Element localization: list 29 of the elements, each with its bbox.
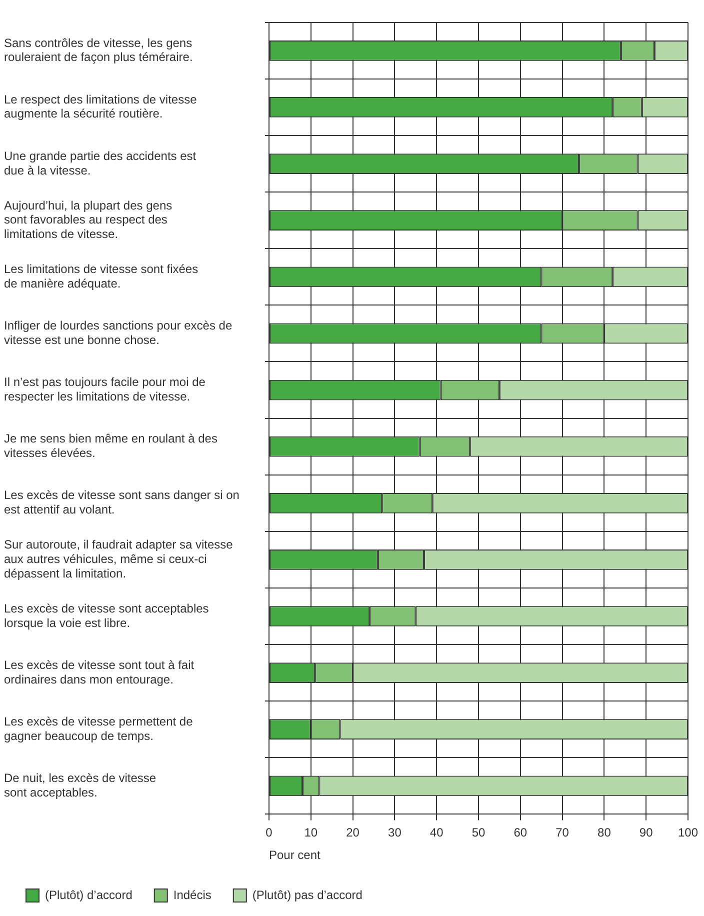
x-tick-label: 50 <box>472 826 486 840</box>
y-tick-label: Les excès de vitesse sont tout à fait ordinaires dans mon entourage. <box>4 658 195 686</box>
y-tick-label: Les excès de vitesse permettent de gagner beaucoup de temps. <box>4 714 194 743</box>
y-tick-label: Sur autoroute, il faudrait adapter sa vitesse aux autres véhicules, même si ceux-ci dépassent la limitation. <box>4 538 234 580</box>
y-tick-label: Les excès de vitesse sont acceptables lorsque la voie est libre. <box>4 601 209 630</box>
x-tick-label: 80 <box>598 826 612 840</box>
y-tick-label: Il n’est pas toujours facile pour moi de respecter les limitations de vitesse. <box>4 375 206 404</box>
y-tick-label: Sans contrôles de vitesse, les gens rouleraient de façon plus téméraire. <box>4 36 193 64</box>
y-tick-label: Les limitations de vitesse sont fixées de manière adéquate. <box>4 262 198 290</box>
y-tick-label: Le respect des limitations de vitesse augmente la sécurité routière. <box>4 92 198 121</box>
x-tick-label: 10 <box>304 826 318 840</box>
y-tick-label: Une grande partie des accidents est due à la vitesse. <box>4 148 197 178</box>
x-tick-label: 30 <box>388 826 402 840</box>
x-tick-label: 20 <box>346 826 360 840</box>
y-tick-label: Aujourd’hui, la plupart des gens sont favorables au respect des limitations de vitesse. <box>4 198 172 242</box>
y-tick-label: Infliger de lourdes sanctions pour excès de vitesse est une bonne chose. <box>4 318 232 347</box>
x-tick-label: 70 <box>556 826 570 840</box>
x-tick-label: 0 <box>266 826 273 840</box>
x-tick-label: 40 <box>430 826 444 840</box>
x-tick-label: 60 <box>514 826 528 840</box>
legend-label: Indécis <box>173 888 212 902</box>
y-tick-label: Je me sens bien même en roulant à des vitesses élevées. <box>4 432 218 460</box>
x-axis-title: Pour cent <box>269 848 322 862</box>
y-tick-label: De nuit, les excès de vitesse sont acceptables. <box>4 771 156 800</box>
y-tick-label: Les excès de vitesse sont sans danger si on est attentif au volant. <box>4 488 240 517</box>
x-tick-label: 100 <box>678 826 698 840</box>
legend-label: (Plutôt) pas d’accord <box>252 888 362 902</box>
x-tick-label: 90 <box>639 826 654 840</box>
legend-label: (Plutôt) d’accord <box>45 888 132 902</box>
